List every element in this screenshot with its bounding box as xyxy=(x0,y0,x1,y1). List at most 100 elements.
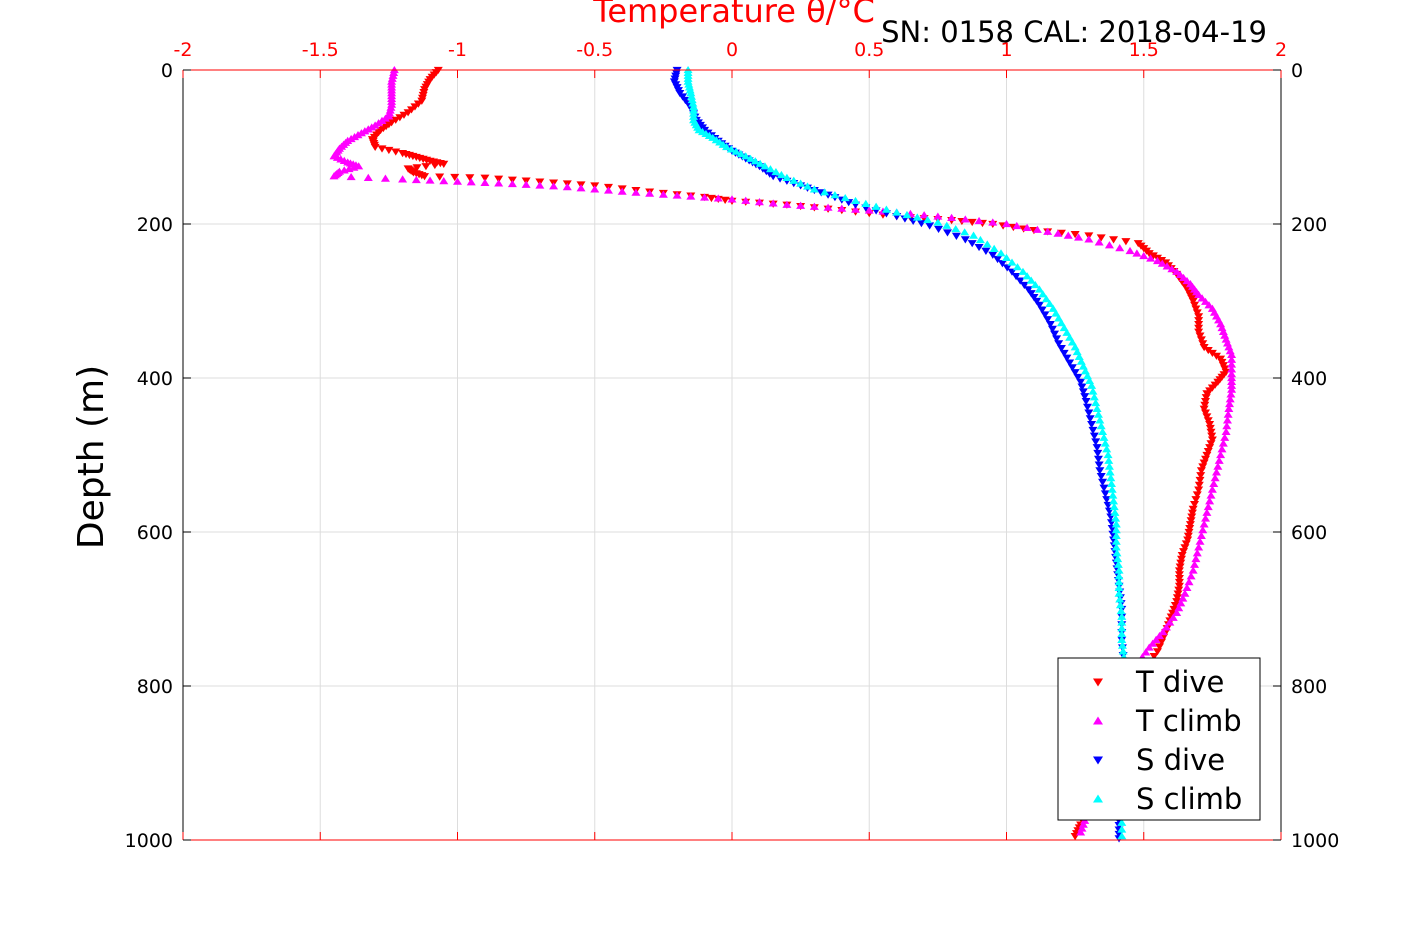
data-point-fill xyxy=(1026,290,1036,298)
data-point-fill xyxy=(1169,605,1179,614)
data-point-fill xyxy=(1074,233,1084,241)
data-point-fill xyxy=(706,194,716,203)
data-point xyxy=(1188,297,1198,306)
data-point-fill xyxy=(1167,264,1177,273)
data-point xyxy=(1224,404,1234,412)
data-point-fill xyxy=(465,174,475,182)
data-point xyxy=(1092,404,1102,412)
data-point xyxy=(1196,467,1206,475)
data-point-fill xyxy=(1088,426,1098,435)
data-point xyxy=(1007,268,1017,276)
data-point-fill xyxy=(700,193,710,201)
data-point xyxy=(1043,227,1053,235)
data-point-fill xyxy=(450,173,460,182)
data-point xyxy=(1087,381,1097,389)
data-point-fill xyxy=(603,186,613,194)
data-point-fill xyxy=(421,163,431,171)
data-point-fill xyxy=(1099,484,1109,492)
data-point-fill xyxy=(687,92,697,100)
data-point-fill xyxy=(349,163,359,171)
data-point-fill xyxy=(645,189,655,197)
data-point-fill xyxy=(1149,653,1159,661)
data-point-fill xyxy=(1113,560,1123,568)
data-point-fill xyxy=(1217,445,1227,453)
legend-marker xyxy=(1093,716,1103,725)
data-point-fill xyxy=(1181,540,1191,548)
data-point-fill xyxy=(989,244,999,252)
data-point-fill xyxy=(741,196,751,204)
data-point xyxy=(453,177,462,185)
data-point-fill xyxy=(1015,277,1025,285)
data-point-fill xyxy=(951,224,961,233)
data-point-fill xyxy=(1117,629,1127,638)
data-point xyxy=(996,249,1006,257)
data-point xyxy=(1114,589,1124,597)
data-point-fill xyxy=(1111,531,1121,539)
data-point-fill xyxy=(1121,238,1131,246)
data-point xyxy=(1177,551,1187,560)
data-point-fill xyxy=(1089,432,1099,440)
data-point xyxy=(1106,474,1116,482)
data-point-fill xyxy=(1056,345,1066,353)
data-point-fill xyxy=(1043,316,1053,324)
data-point-fill xyxy=(1196,472,1206,480)
data-point-fill xyxy=(1227,360,1237,368)
data-point xyxy=(1018,267,1028,275)
data-point-fill xyxy=(1205,444,1215,452)
data-point xyxy=(1194,313,1204,321)
data-point-fill xyxy=(1218,439,1228,447)
data-point-fill xyxy=(480,178,490,186)
data-point-fill xyxy=(399,111,409,119)
data-point-fill xyxy=(521,180,531,188)
data-point-fill xyxy=(1203,417,1213,425)
data-point-fill xyxy=(754,198,764,206)
data-point-fill xyxy=(1196,531,1206,539)
data-point-fill xyxy=(820,188,830,196)
data-point-fill xyxy=(1045,299,1055,308)
data-point-fill xyxy=(771,167,781,176)
data-point-fill xyxy=(1157,259,1167,267)
data-point-fill xyxy=(720,196,730,204)
data-point-fill xyxy=(1194,481,1204,489)
data-point xyxy=(1111,520,1121,528)
data-point-fill xyxy=(1007,258,1017,266)
data-point-fill xyxy=(960,215,970,223)
data-point-fill xyxy=(1201,514,1211,522)
data-point-fill xyxy=(1054,314,1064,322)
data-point xyxy=(1205,497,1215,505)
data-point-fill xyxy=(1205,424,1215,433)
data-point-fill xyxy=(1096,234,1106,242)
data-point xyxy=(1114,566,1124,574)
data-point xyxy=(809,185,819,193)
data-point-fill xyxy=(1227,365,1237,373)
data-point-fill xyxy=(1084,409,1094,417)
data-point-fill xyxy=(1203,502,1213,511)
data-point xyxy=(1210,474,1220,482)
data-point-fill xyxy=(1157,638,1167,646)
data-point-fill xyxy=(430,161,440,170)
data-point-fill xyxy=(1105,468,1115,476)
data-point-fill xyxy=(1050,330,1060,338)
data-point xyxy=(1221,427,1231,436)
data-point-fill xyxy=(1041,295,1051,303)
data-point-fill xyxy=(1176,559,1186,567)
data-point-fill xyxy=(1094,238,1104,246)
data-point-fill xyxy=(1209,479,1219,488)
data-point-fill xyxy=(1091,438,1101,446)
data-point xyxy=(562,182,572,191)
data-point-fill xyxy=(494,175,504,183)
data-point-fill xyxy=(395,114,405,122)
data-point-fill xyxy=(713,194,723,202)
data-point xyxy=(1199,344,1209,352)
data-point-fill xyxy=(912,213,922,221)
data-point-fill xyxy=(1067,338,1077,346)
data-point xyxy=(1084,235,1094,243)
data-point-fill xyxy=(1065,333,1075,341)
data-point-fill xyxy=(1110,508,1120,516)
data-point xyxy=(1188,505,1198,513)
data-point-fill xyxy=(796,179,806,187)
data-point-fill xyxy=(1168,609,1178,617)
data-point-fill xyxy=(1106,479,1116,488)
data-point-fill xyxy=(658,190,668,198)
data-point xyxy=(837,204,847,212)
